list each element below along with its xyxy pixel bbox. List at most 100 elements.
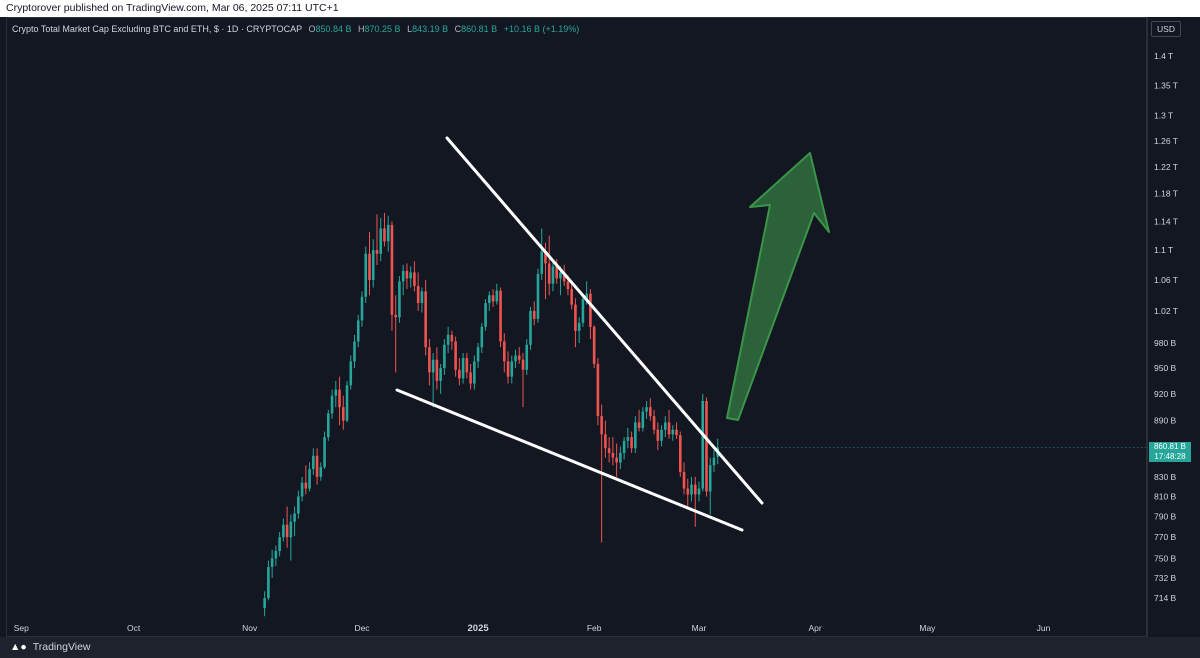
candle-body	[394, 314, 397, 318]
candle-body	[278, 537, 281, 551]
candle-body	[338, 389, 341, 408]
candle-body	[364, 253, 368, 297]
x-tick-label: Jun	[1037, 623, 1051, 633]
candle	[401, 264, 405, 296]
drawings-layer	[395, 136, 830, 532]
candle	[678, 431, 682, 477]
candle	[667, 409, 671, 439]
candle	[517, 347, 521, 364]
candle	[671, 425, 675, 441]
candle	[356, 314, 360, 348]
tradingview-logo-icon[interactable]: ▲●	[10, 641, 27, 653]
candle-body	[581, 299, 585, 323]
candle	[540, 228, 544, 280]
candle	[551, 261, 555, 292]
candle-body	[514, 355, 517, 362]
candle	[645, 400, 648, 419]
candle	[574, 298, 577, 348]
candle-body	[667, 422, 671, 435]
candle	[536, 268, 540, 323]
candle-body	[589, 293, 592, 327]
candle-body	[660, 429, 663, 441]
candle-body	[521, 359, 525, 370]
candle	[630, 431, 633, 453]
candle-body	[690, 484, 693, 495]
candle-body	[701, 400, 705, 489]
candle-body	[327, 413, 330, 438]
candle-body	[454, 341, 457, 370]
candle	[581, 295, 585, 327]
x-tick-label: Sep	[14, 623, 29, 633]
candle	[619, 446, 622, 470]
candle-body	[529, 310, 532, 345]
candles-layer	[263, 212, 1146, 617]
y-tick-label: 1.18 T	[1154, 189, 1178, 199]
bar-countdown: 17:48:28	[1154, 452, 1186, 461]
y-tick-label: 732 B	[1154, 573, 1177, 583]
price-axis: 1.4 T 1.35 T 1.3 T 1.26 T 1.22 T 1.18 T 1.14 T…	[1154, 51, 1178, 603]
y-tick-label: 830 B	[1154, 472, 1177, 482]
candle	[693, 476, 697, 527]
footer-brand[interactable]: TradingView	[32, 641, 91, 653]
candle	[315, 448, 319, 485]
candle	[312, 448, 315, 475]
candle-body	[547, 263, 551, 284]
x-tick-label: Oct	[127, 623, 141, 633]
candle-body	[641, 411, 645, 428]
y-tick-label: 1.06 T	[1154, 275, 1178, 285]
candle-body	[439, 368, 442, 381]
candle-body	[398, 281, 401, 318]
candle-body	[304, 482, 308, 489]
candle	[413, 261, 416, 292]
candle-body	[349, 361, 353, 386]
candle-body	[416, 286, 420, 304]
candle	[547, 235, 551, 296]
candle	[637, 409, 641, 432]
candle-body	[383, 228, 386, 242]
candle-body	[450, 334, 454, 342]
candle-body	[574, 304, 577, 331]
y-tick-label: 920 B	[1154, 389, 1177, 399]
candle	[458, 358, 461, 386]
candle-body	[473, 361, 476, 384]
candle-body	[585, 293, 588, 300]
x-tick-label: May	[919, 623, 936, 633]
candle-body	[551, 266, 555, 284]
candle	[431, 353, 435, 408]
candle	[510, 355, 514, 384]
candle-body	[300, 482, 304, 497]
candle-body	[315, 455, 319, 477]
x-tick-label: Apr	[808, 623, 821, 633]
y-tick-label: 950 B	[1154, 363, 1177, 373]
candle-body	[428, 347, 431, 373]
candle-body	[540, 251, 544, 274]
y-tick-label: 1.1 T	[1154, 245, 1173, 255]
candle-body	[476, 347, 480, 362]
candle	[338, 376, 341, 426]
chart-frame	[6, 17, 1147, 637]
candle-body	[697, 488, 701, 495]
candle-body	[368, 253, 371, 280]
candle	[506, 351, 510, 384]
candle-body	[405, 270, 409, 279]
high-label: H	[358, 24, 365, 34]
candle	[270, 549, 274, 578]
candle-body	[274, 550, 278, 559]
candle	[712, 450, 716, 472]
candle-body	[678, 435, 682, 472]
currency-button[interactable]: USD	[1151, 21, 1181, 37]
candle	[521, 353, 525, 408]
candle	[319, 462, 323, 481]
candle-body	[353, 341, 356, 362]
candle	[353, 334, 356, 369]
candle-body	[330, 395, 334, 414]
candle	[364, 246, 368, 304]
y-tick-label: 750 B	[1154, 553, 1177, 563]
candle	[626, 427, 630, 449]
candle	[390, 221, 394, 331]
candle-body	[308, 469, 311, 489]
candle-body	[469, 372, 472, 384]
candle-body	[379, 228, 383, 254]
candle-body	[312, 455, 315, 470]
